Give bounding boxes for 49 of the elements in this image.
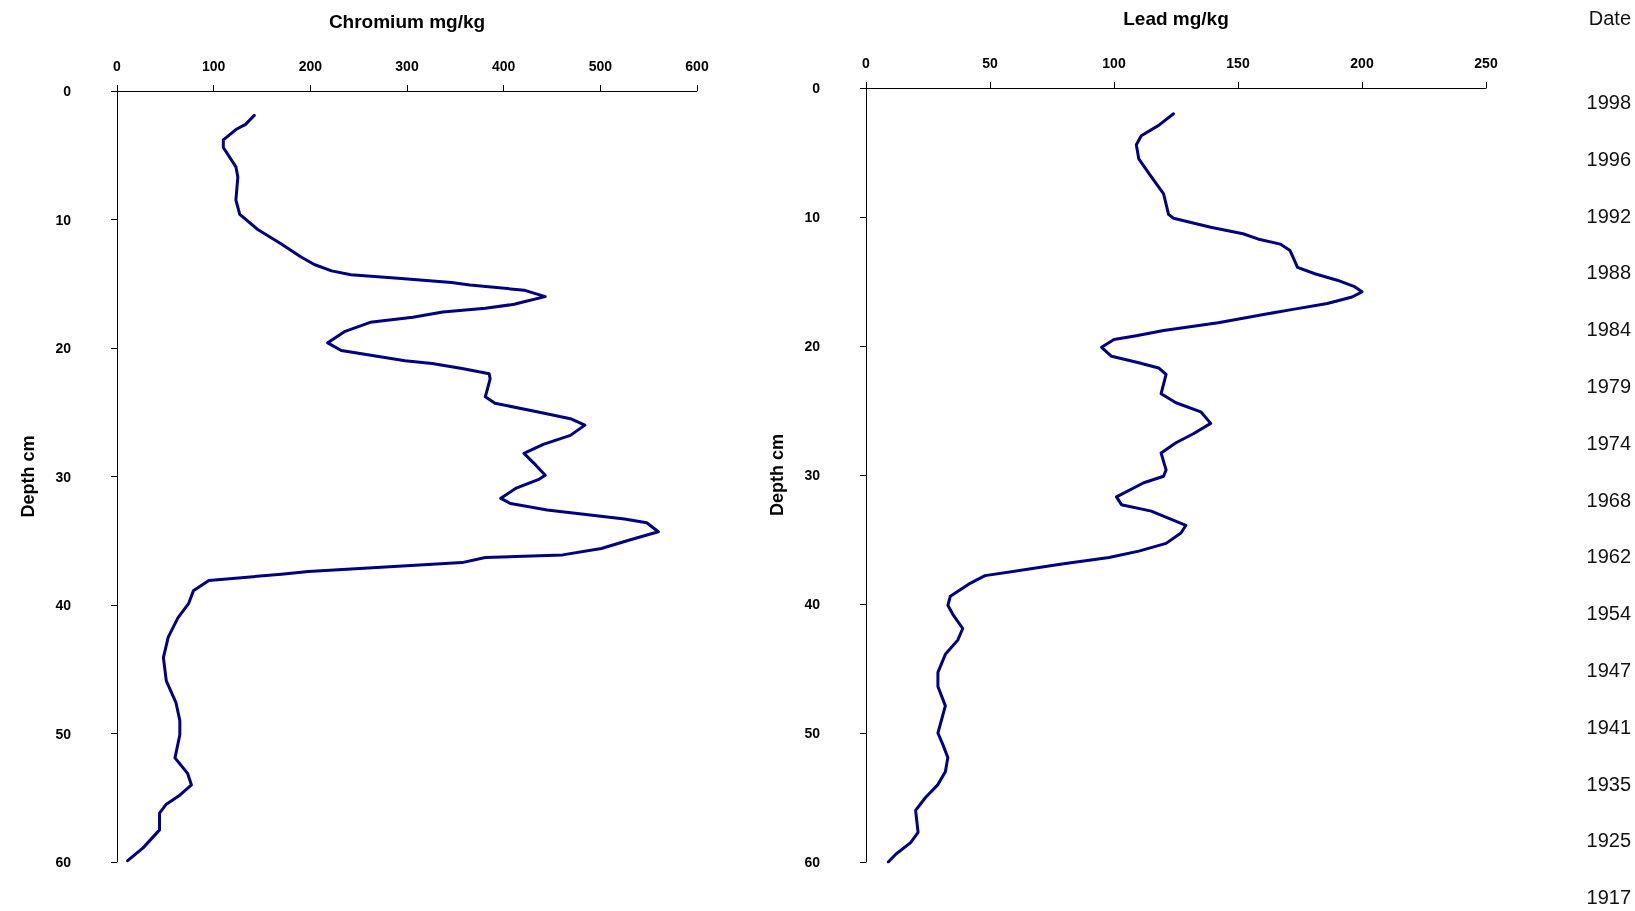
- x-tick-label: 150: [1226, 55, 1250, 71]
- y-tick-label: 50: [55, 725, 72, 742]
- y-tick-label: 60: [804, 854, 821, 870]
- text: 1998: [1586, 91, 1632, 113]
- text: 1968: [1586, 488, 1632, 511]
- x-tick-label: 100: [1102, 55, 1126, 71]
- text: 1947: [1586, 659, 1632, 681]
- text: 1935: [1586, 772, 1632, 795]
- x-axis-title: Chromium mg/kg: [328, 11, 486, 32]
- y-tick-label: 0: [812, 80, 821, 96]
- y-tick-label: 20: [804, 338, 821, 354]
- text: 1984: [1586, 318, 1632, 341]
- text: 1925: [1586, 829, 1632, 852]
- y-axis-title: Depth cm: [18, 435, 38, 518]
- x-tick-label: 250: [1474, 55, 1498, 71]
- y-tick-label: 30: [804, 467, 821, 483]
- y-tick-label: 10: [804, 209, 821, 225]
- text: 1962: [1586, 545, 1632, 568]
- x-tick-label: 600: [685, 58, 709, 74]
- x-tick-label: 500: [588, 58, 613, 74]
- x-tick-label: 300: [395, 58, 419, 74]
- x-tick-label: 100: [201, 58, 226, 74]
- x-axis-title: Lead mg/kg: [1123, 8, 1229, 29]
- y-tick-label: 60: [55, 854, 72, 870]
- line-series: [886, 112, 1364, 864]
- y-axis-title: Depth cm: [767, 433, 787, 517]
- x-tick-label: 400: [491, 58, 516, 74]
- x-tick-label: 200: [1350, 55, 1374, 71]
- y-tick-label: 40: [804, 596, 821, 612]
- x-tick-label: 0: [113, 58, 122, 74]
- y-tick-label: 30: [55, 468, 72, 485]
- text: Date: [1588, 7, 1631, 29]
- x-tick-label: 200: [298, 58, 323, 74]
- text: 1996: [1586, 147, 1632, 170]
- x-tick-label: 0: [862, 55, 871, 71]
- y-tick-label: 50: [804, 725, 821, 741]
- text: 1979: [1586, 375, 1632, 397]
- text: 1988: [1586, 261, 1632, 284]
- y-tick-label: 40: [55, 597, 72, 613]
- x-tick-label: 50: [982, 55, 998, 71]
- text: 1974: [1586, 431, 1632, 454]
- y-tick-label: 0: [63, 83, 72, 99]
- y-tick-label: 10: [55, 211, 72, 228]
- text: 1917: [1586, 886, 1632, 909]
- y-tick-label: 20: [55, 340, 72, 356]
- text: 1954: [1586, 602, 1632, 625]
- text: 1941: [1586, 715, 1632, 738]
- line-series: [126, 113, 660, 863]
- text: 1992: [1586, 204, 1632, 227]
